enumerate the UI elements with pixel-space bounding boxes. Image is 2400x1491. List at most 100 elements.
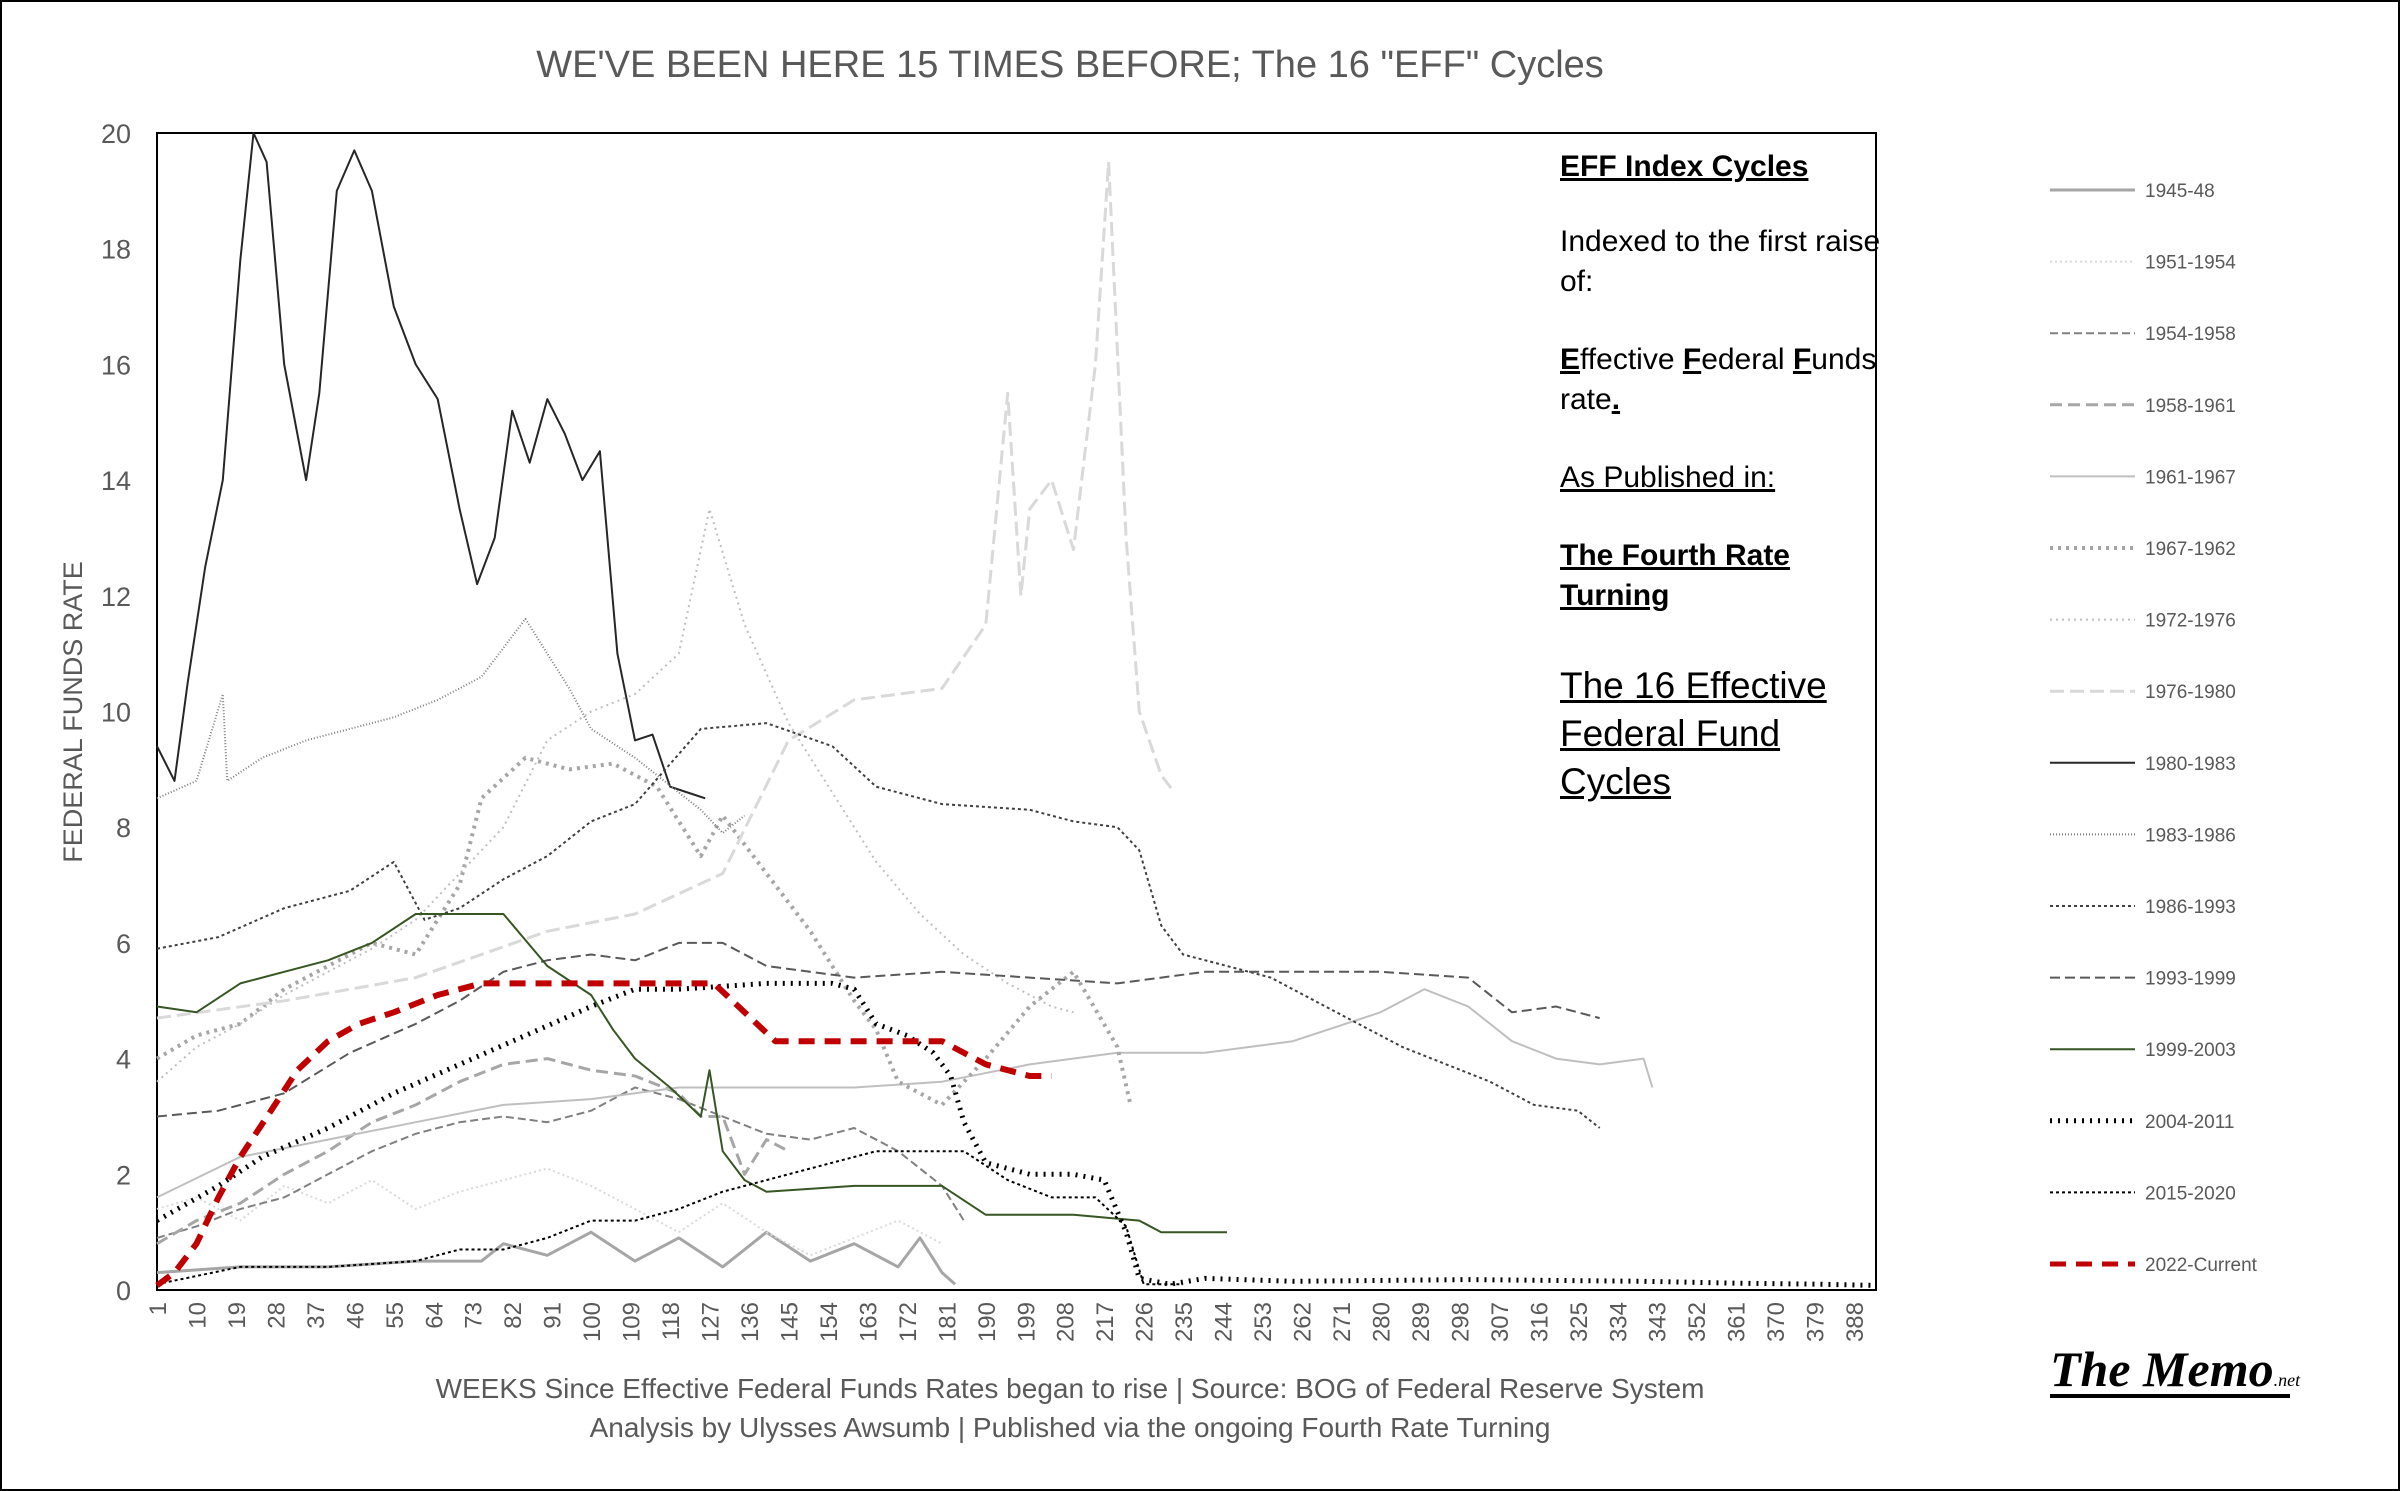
x-tick-label: 28 [263,1302,290,1329]
x-tick-label: 271 [1329,1302,1356,1342]
x-tick-label: 46 [342,1302,369,1329]
annotation-book-title: The Fourth Rate Turning [1560,539,1790,612]
annotation-heading: EFF Index Cycles [1560,150,1809,183]
x-tick-label: 361 [1724,1302,1751,1342]
y-tick-label: 8 [116,813,131,843]
x-tick-label: 370 [1763,1302,1790,1342]
series-line-1980-1983 [156,132,706,800]
chart-title: WE'VE BEEN HERE 15 TIMES BEFORE; The 16 … [536,44,1604,86]
y-tick-label: 0 [116,1276,131,1306]
legend-label-1993-1999: 1993-1999 [2145,969,2236,990]
x-tick-label: 298 [1447,1302,1474,1342]
legend-label-1999-2003: 1999-2003 [2145,1040,2236,1061]
x-tick-label: 289 [1408,1302,1435,1342]
x-tick-label: 316 [1526,1302,1553,1342]
series-line-1972-1976 [156,508,1074,1083]
x-tick-label: 235 [1171,1302,1198,1342]
x-tick-label: 280 [1368,1302,1395,1342]
x-tick-label: 118 [658,1302,685,1340]
legend-label-1954-1958: 1954-1958 [2145,324,2236,345]
legend-label-1972-1976: 1972-1976 [2145,611,2236,632]
series-line-2015-2020 [156,1150,1184,1286]
x-tick-label: 307 [1487,1302,1514,1342]
x-tick-label: 190 [974,1302,1001,1342]
series-line-1958-1961 [156,1057,790,1245]
y-tick-label: 12 [101,582,131,612]
legend-label-1980-1983: 1980-1983 [2145,754,2236,775]
legend-label-2015-2020: 2015-2020 [2145,1183,2236,1204]
series-line-1983-1986 [156,617,746,834]
x-tick-label: 100 [579,1302,606,1342]
x-tick-label: 172 [895,1302,922,1342]
x-tick-label: 109 [619,1302,646,1342]
legend-label-2022-Current: 2022-Current [2145,1255,2258,1276]
legend-label-1961-1967: 1961-1967 [2145,467,2236,488]
y-tick-label: 18 [101,235,131,265]
x-tick-label: 217 [1092,1302,1119,1342]
y-tick-label: 2 [116,1160,131,1190]
series-line-1961-1967 [156,988,1654,1199]
x-tick-label: 199 [1013,1302,1040,1342]
x-tick-label: 55 [382,1302,409,1329]
x-tick-label: 64 [421,1302,448,1329]
series-line-1986-1993 [156,722,1601,1129]
series-line-2022-Current [155,980,1052,1288]
y-tick-label: 6 [116,929,131,959]
x-tick-label: 388 [1842,1302,1869,1342]
annotation-big-title: The 16 Effective Federal Fund Cycles [1560,665,1827,802]
series-line-1999-2003 [156,913,1227,1234]
x-tick-label: 181 [934,1302,961,1342]
series-line-1976-1980 [156,160,1176,1020]
legend-label-1976-1980: 1976-1980 [2145,682,2236,703]
legend-label-2004-2011: 2004-2011 [2145,1112,2234,1133]
legend-label-1951-1954: 1951-1954 [2145,253,2236,274]
x-tick-label: 379 [1803,1302,1830,1342]
x-tick-label: 145 [776,1302,803,1342]
x-tick-label: 1 [145,1302,172,1315]
series-line-1951-1954 [156,1167,943,1257]
y-tick-label: 4 [116,1045,131,1075]
legend-label-1983-1986: 1983-1986 [2145,825,2236,846]
series-line-1954-1958 [156,1086,965,1239]
y-tick-label: 16 [101,350,131,380]
legend-label-1945-48: 1945-48 [2145,181,2215,202]
y-tick-label: 14 [101,466,131,496]
plot-area-border [156,132,1877,1291]
series-line-2004-2011 [155,980,1877,1288]
y-tick-label: 20 [101,119,131,149]
x-tick-label: 244 [1211,1302,1238,1342]
series-line-1945-48 [156,1230,957,1286]
legend-label-1986-1993: 1986-1993 [2145,897,2236,918]
legend-label-1967-1962: 1967-1962 [2145,539,2236,560]
y-tick-label: 10 [101,698,131,728]
series-line-1967-1962 [155,755,1133,1107]
footer-line-1: WEEKS Since Effective Federal Funds Rate… [435,1373,1705,1404]
y-axis-label: FEDERAL FUNDS RATE [58,561,88,863]
x-tick-label: 325 [1566,1302,1593,1342]
x-tick-label: 127 [698,1302,725,1342]
x-tick-label: 82 [500,1302,527,1329]
x-tick-label: 253 [1250,1302,1277,1342]
legend-label-1958-1961: 1958-1961 [2145,396,2236,417]
x-tick-label: 343 [1645,1302,1672,1342]
annotation-indexed-text: Indexed to the first raise of: [1560,225,1881,298]
x-tick-label: 334 [1605,1302,1632,1342]
x-tick-label: 136 [737,1302,764,1342]
annotation-published: As Published in: [1560,461,1776,494]
x-tick-label: 19 [224,1302,251,1329]
x-tick-label: 352 [1684,1302,1711,1342]
x-tick-label: 163 [855,1302,882,1342]
x-tick-label: 37 [303,1302,330,1329]
x-tick-label: 10 [184,1302,211,1329]
annotation-box: EFF Index Cycles Indexed to the first ra… [1560,150,1890,806]
series-line-1993-1999 [156,941,1600,1118]
the-memo-logo: The Memo.net [2050,1341,2301,1398]
annotation-eff-expansion: Effective Federal Funds rate. [1560,343,1877,416]
x-tick-label: 73 [461,1302,488,1329]
x-tick-label: 154 [816,1302,843,1342]
x-tick-label: 262 [1290,1302,1317,1342]
x-tick-label: 226 [1132,1302,1159,1342]
footer-line-2: Analysis by Ulysses Awsumb | Published v… [589,1412,1551,1443]
